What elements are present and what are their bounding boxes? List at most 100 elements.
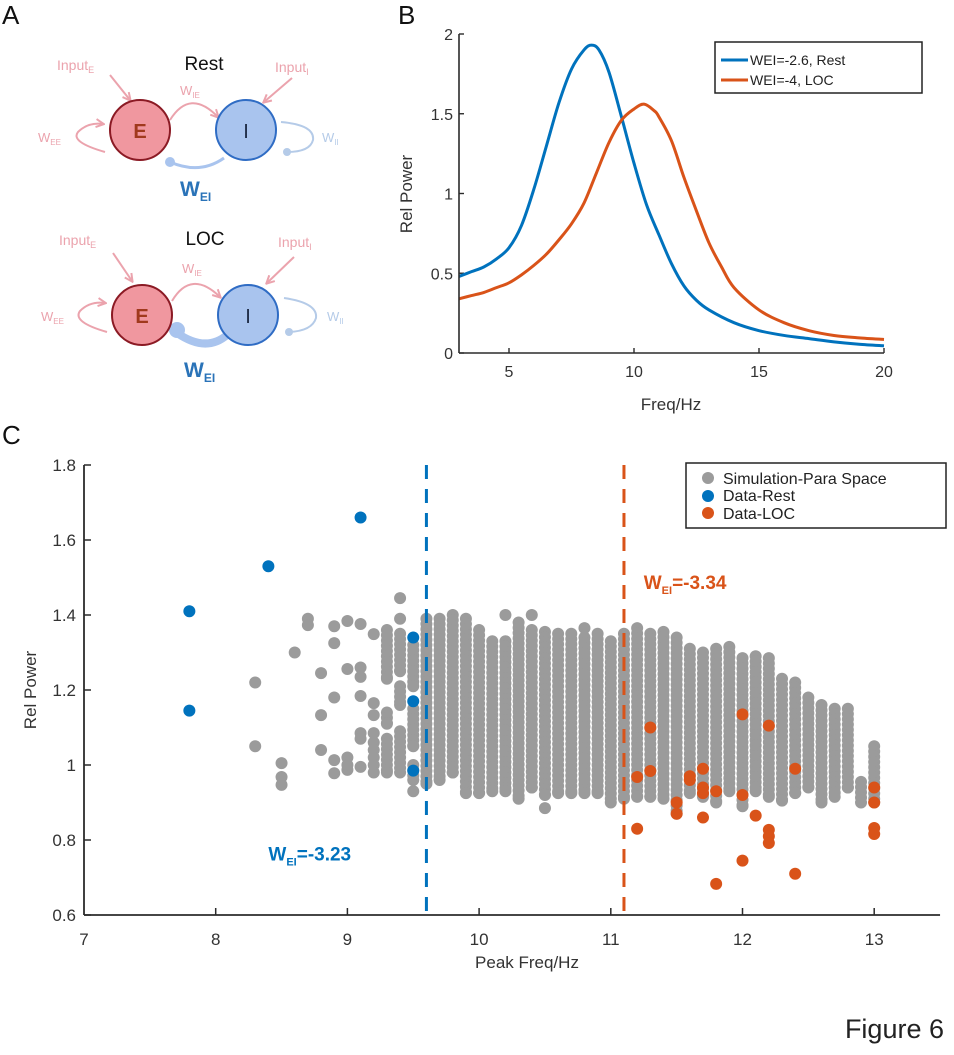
simulation-point — [802, 781, 815, 794]
data-point-loc — [762, 719, 775, 732]
simulation-point — [538, 802, 551, 815]
diagram-loc: LOC InputE InputI WIE WEE WII WEI E I — [41, 229, 344, 385]
simulation-point — [249, 740, 262, 753]
simulation-point — [367, 709, 380, 722]
annotation-wei-loc: WEI=-3.34 — [644, 573, 727, 597]
simulation-point — [328, 767, 341, 780]
x-tick-label: 7 — [79, 930, 88, 949]
data-point-rest — [262, 560, 275, 573]
w-ie-label: WIE — [180, 83, 200, 100]
w-ee-label: WEE — [38, 130, 61, 147]
chart-c-legend: Simulation-Para Space Data-Rest Data-LOC — [685, 462, 947, 529]
w-ei-terminal — [169, 322, 185, 338]
simulation-point — [815, 796, 828, 809]
simulation-point — [683, 787, 696, 800]
excitatory-node-label: E — [133, 121, 146, 143]
excitatory-node-label: E — [135, 306, 148, 328]
inhibitory-node-label: I — [243, 121, 249, 143]
x-tick-label: 8 — [211, 930, 220, 949]
chart-c-scatter: 7 8 9 10 11 12 13 0.6 0.8 1 1.2 1.4 1.6 1.8 Peak Freq… — [21, 456, 947, 972]
data-point-loc — [789, 762, 802, 775]
simulation-point — [578, 787, 591, 800]
annotation-wei-rest: WEI=-3.23 — [268, 845, 351, 869]
data-point-loc — [736, 789, 749, 801]
figure-label: Figure 6 — [844, 1014, 944, 1044]
panel-c-letter: C — [2, 420, 21, 450]
simulation-point — [380, 766, 393, 779]
data-point-loc — [696, 787, 709, 800]
chart-b-lines — [458, 43, 885, 348]
legend-marker-loc — [702, 507, 714, 519]
simulation-point — [459, 787, 472, 800]
x-tick-label: 15 — [750, 364, 768, 381]
y-tick-label: 1.6 — [52, 531, 76, 550]
simulation-points — [249, 592, 881, 820]
data-point-loc — [868, 796, 881, 809]
data-point-rest — [407, 764, 420, 777]
simulation-point — [552, 787, 565, 800]
legend-box — [714, 41, 923, 94]
y-tick-label: 1 — [67, 756, 76, 775]
x-tick-label: 10 — [470, 930, 489, 949]
w-ee-label: WEE — [41, 309, 64, 326]
series-line-rest — [458, 43, 885, 348]
w-ee-loop-arrow — [77, 303, 107, 333]
input-e-arrow — [109, 74, 130, 100]
data-point-loc — [710, 785, 723, 798]
simulation-point — [591, 787, 604, 800]
chart-b-ticks: 5 10 15 20 0 0.5 1 1.5 2 — [431, 27, 893, 381]
diagram-rest: Rest InputE InputI WIE WEE WII WEI E I — [38, 54, 339, 204]
y-tick-label: 1.8 — [52, 456, 76, 475]
w-ei-label: WEI — [180, 178, 211, 204]
simulation-point — [789, 787, 802, 800]
y-tick-label: 0.8 — [52, 831, 76, 850]
legend-marker-simulation — [702, 472, 714, 484]
simulation-point — [578, 622, 591, 635]
chart-c-xlabel: Peak Freq/Hz — [475, 953, 579, 972]
chart-b-spectrum: 5 10 15 20 0 0.5 1 1.5 2 Freq/Hz Rel Power WEI=-… — [397, 27, 923, 414]
data-point-loc — [789, 867, 802, 880]
inhibitory-node-label: I — [245, 306, 251, 328]
simulation-point — [394, 612, 407, 625]
simulation-point — [367, 628, 380, 641]
y-tick-label: 1.5 — [431, 107, 453, 124]
simulation-point — [354, 732, 367, 745]
data-point-rest — [407, 695, 420, 708]
inhibitory-node — [217, 284, 279, 346]
legend-box — [685, 462, 947, 529]
simulation-point — [394, 665, 407, 678]
legend-label-simulation: Simulation-Para Space — [723, 471, 887, 488]
panel-a-letter: A — [2, 0, 20, 30]
simulation-point — [354, 670, 367, 683]
series-line-loc — [458, 102, 885, 341]
simulation-point — [762, 790, 775, 803]
w-ii-loop — [283, 297, 318, 333]
input-e-label: InputE — [59, 232, 96, 250]
legend-label-loc: Data-LOC — [723, 506, 795, 523]
x-tick-label: 9 — [343, 930, 352, 949]
simulation-point — [367, 727, 380, 740]
simulation-point — [394, 592, 407, 605]
simulation-point — [407, 774, 420, 786]
data-point-loc — [644, 765, 657, 777]
x-tick-label: 13 — [865, 930, 884, 949]
y-tick-label: 1.4 — [52, 606, 76, 625]
simulation-point — [776, 794, 789, 807]
simulation-point — [446, 766, 459, 779]
simulation-point — [394, 766, 407, 779]
data-point-loc — [749, 809, 762, 822]
simulation-point — [512, 792, 525, 805]
x-tick-label: 10 — [625, 364, 643, 381]
input-e-arrow — [112, 252, 132, 281]
simulation-point — [367, 697, 380, 710]
simulation-point — [275, 757, 288, 770]
data-point-loc — [670, 807, 683, 820]
simulation-point — [367, 766, 380, 779]
simulation-point — [828, 790, 841, 803]
legend-marker-rest — [702, 490, 714, 502]
w-ie-label: WIE — [182, 261, 202, 278]
simulation-point — [249, 676, 262, 689]
panel-a-diagram: Rest InputE InputI WIE WEE WII WEI E I L… — [38, 54, 344, 385]
x-tick-label: 11 — [602, 930, 620, 949]
chart-c-annotations: WEI=-3.23 WEI=-3.34 — [268, 573, 727, 869]
